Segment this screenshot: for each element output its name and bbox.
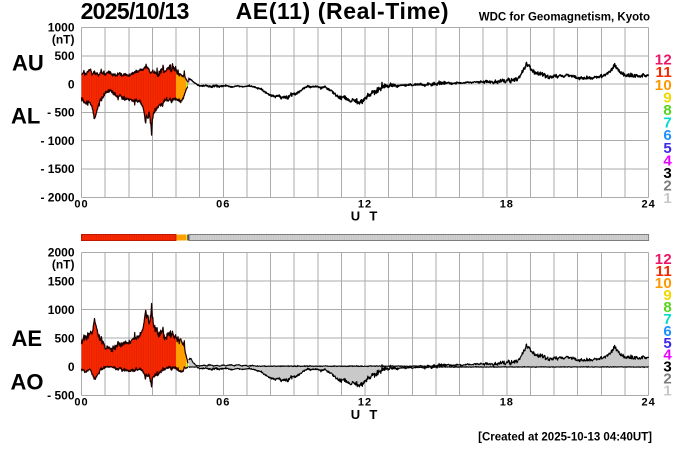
svg-text:WDC for Geomagnetism, Kyoto: WDC for Geomagnetism, Kyoto <box>479 12 650 24</box>
svg-text:U T: U T <box>351 407 380 422</box>
svg-text:1000: 1000 <box>48 303 75 317</box>
svg-text:- 500: - 500 <box>47 389 75 403</box>
svg-text:0: 0 <box>68 77 75 91</box>
svg-text:12: 12 <box>358 396 372 408</box>
svg-text:AU: AU <box>12 50 44 75</box>
svg-text:2: 2 <box>663 371 672 388</box>
svg-text:2025/10/13: 2025/10/13 <box>81 0 189 24</box>
svg-text:7: 7 <box>663 311 672 328</box>
svg-text:- 1000: - 1000 <box>40 134 74 148</box>
svg-text:18: 18 <box>500 198 514 210</box>
svg-text:1000: 1000 <box>48 21 75 35</box>
svg-text:8: 8 <box>663 299 672 316</box>
svg-text:500: 500 <box>54 331 74 345</box>
svg-text:11: 11 <box>656 263 672 280</box>
svg-text:500: 500 <box>54 49 74 63</box>
svg-text:4: 4 <box>663 152 672 169</box>
svg-text:5: 5 <box>663 335 672 352</box>
svg-text:1: 1 <box>663 383 672 400</box>
svg-text:AE(11) (Real-Time): AE(11) (Real-Time) <box>236 0 450 24</box>
svg-text:3: 3 <box>663 165 672 182</box>
svg-text:24: 24 <box>641 198 655 210</box>
svg-text:6: 6 <box>663 323 672 340</box>
svg-text:00: 00 <box>74 198 88 210</box>
svg-text:AL: AL <box>11 103 40 128</box>
svg-text:11: 11 <box>656 64 672 81</box>
svg-text:9: 9 <box>663 287 672 304</box>
svg-text:AE: AE <box>12 326 43 351</box>
svg-text:12: 12 <box>358 198 372 210</box>
svg-text:12: 12 <box>655 251 672 268</box>
svg-text:[Created at 2025-10-13 04:40UT: [Created at 2025-10-13 04:40UT] <box>478 431 652 443</box>
svg-text:9: 9 <box>663 89 672 106</box>
svg-text:7: 7 <box>663 115 672 132</box>
svg-text:06: 06 <box>216 198 230 210</box>
svg-text:18: 18 <box>500 396 514 408</box>
svg-text:2000: 2000 <box>48 246 75 260</box>
svg-text:06: 06 <box>216 396 230 408</box>
svg-text:1: 1 <box>663 190 672 207</box>
svg-text:- 2000: - 2000 <box>40 191 74 205</box>
svg-text:5: 5 <box>663 140 672 157</box>
svg-text:U T: U T <box>351 209 380 224</box>
svg-text:- 500: - 500 <box>47 106 75 120</box>
svg-text:(nT): (nT) <box>52 33 75 47</box>
svg-text:4: 4 <box>663 347 672 364</box>
svg-text:10: 10 <box>655 77 672 94</box>
svg-text:24: 24 <box>641 396 655 408</box>
svg-text:(nT): (nT) <box>52 258 75 272</box>
svg-text:3: 3 <box>663 359 672 376</box>
svg-text:0: 0 <box>68 360 75 374</box>
svg-text:1500: 1500 <box>48 274 75 288</box>
svg-text:6: 6 <box>663 127 672 144</box>
svg-text:- 1500: - 1500 <box>40 162 74 176</box>
svg-text:8: 8 <box>663 102 672 119</box>
svg-text:AO: AO <box>11 369 44 394</box>
svg-text:2: 2 <box>663 178 672 195</box>
svg-text:12: 12 <box>655 52 672 69</box>
svg-text:10: 10 <box>655 275 672 292</box>
svg-text:00: 00 <box>74 396 88 408</box>
